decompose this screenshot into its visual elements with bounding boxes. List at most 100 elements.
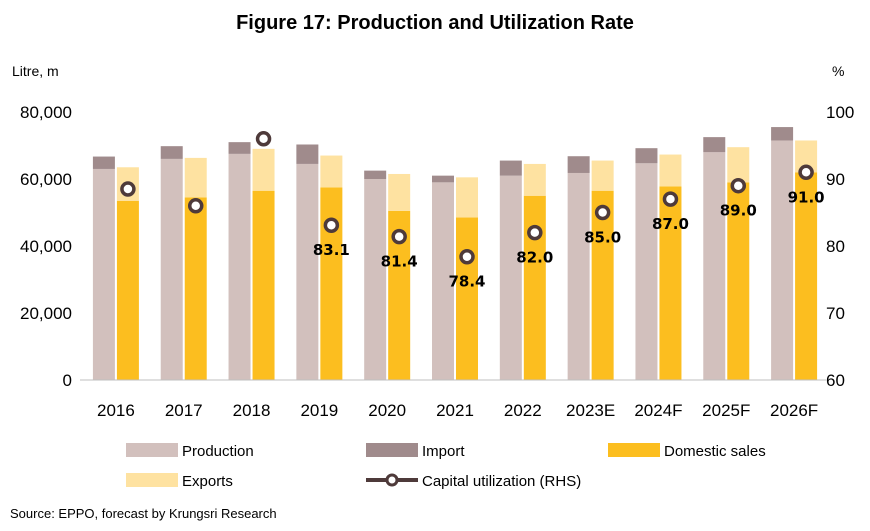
production-bar bbox=[160, 158, 183, 380]
exports-bar bbox=[184, 157, 207, 198]
domestic-sales-bar bbox=[320, 187, 343, 380]
exports-bar bbox=[591, 160, 614, 191]
domestic-sales-bar bbox=[591, 190, 614, 380]
left-tick-label: 0 bbox=[63, 371, 72, 390]
exports-bar bbox=[388, 173, 411, 211]
bars bbox=[92, 127, 818, 380]
legend-item: Production bbox=[126, 443, 254, 460]
left-tick-label: 60,000 bbox=[20, 170, 72, 189]
utilization-point bbox=[255, 131, 272, 147]
legend-label: Exports bbox=[182, 473, 233, 490]
domestic-sales-bar bbox=[659, 186, 682, 380]
production-bar bbox=[364, 179, 387, 380]
x-tick-label: 2018 bbox=[233, 401, 271, 420]
import-bar bbox=[92, 156, 115, 169]
x-tick-label: 2022 bbox=[504, 401, 542, 420]
utilization-value-label: 87.0 bbox=[652, 215, 689, 233]
legend-marker-swatch bbox=[385, 473, 399, 487]
legend-item: Domestic sales bbox=[608, 443, 766, 460]
utilization-value-label: 89.0 bbox=[720, 202, 757, 220]
domestic-sales-bar bbox=[523, 195, 546, 380]
left-tick-label: 20,000 bbox=[20, 304, 72, 323]
utilization-value-label: 85.0 bbox=[584, 229, 621, 247]
legend-swatch bbox=[126, 473, 178, 487]
domestic-sales-bar bbox=[727, 182, 750, 380]
exports-bar bbox=[252, 148, 275, 191]
exports-bar bbox=[523, 163, 546, 196]
utilization-line: 83.1 81.4 78.4 82.0 85.0 87.0 89.0 91.0 bbox=[120, 131, 825, 291]
legend-label: Import bbox=[422, 443, 465, 460]
right-tick-label: 80 bbox=[826, 237, 845, 256]
production-bar bbox=[567, 172, 590, 380]
utilization-value-label: 78.4 bbox=[448, 273, 485, 291]
production-bar bbox=[296, 163, 319, 380]
utilization-point bbox=[391, 228, 407, 245]
x-tick-label: 2023E bbox=[566, 401, 615, 420]
domestic-sales-bar bbox=[795, 172, 818, 380]
x-tick-label: 2024F bbox=[634, 401, 682, 420]
production-bar bbox=[499, 175, 522, 380]
import-bar bbox=[296, 144, 319, 164]
import-bar bbox=[703, 137, 726, 153]
import-bar bbox=[771, 127, 794, 141]
source-note: Source: EPPO, forecast by Krungsri Resea… bbox=[10, 506, 277, 521]
left-axis-ticks: 0 20,000 40,000 60,000 80,000 bbox=[20, 103, 72, 390]
import-bar bbox=[499, 160, 522, 176]
utilization-point bbox=[120, 181, 136, 197]
legend-label: Production bbox=[182, 443, 254, 460]
left-tick-label: 80,000 bbox=[20, 103, 72, 122]
production-bar bbox=[635, 163, 658, 380]
production-bar bbox=[432, 182, 454, 380]
legend-label: Capital utilization (RHS) bbox=[422, 473, 581, 490]
domestic-sales-bar bbox=[388, 210, 411, 380]
import-bar bbox=[228, 142, 251, 154]
utilization-point bbox=[527, 224, 543, 241]
legend: Production Import Domestic sales Exports Cap… bbox=[126, 443, 766, 490]
legend-item: Capital utilization (RHS) bbox=[366, 473, 581, 490]
utilization-value-label: 91.0 bbox=[788, 188, 825, 206]
utilization-point bbox=[459, 248, 475, 265]
domestic-sales-bar bbox=[184, 197, 207, 380]
import-bar bbox=[567, 156, 590, 173]
x-tick-label: 2019 bbox=[300, 401, 338, 420]
chart-title: Figure 17: Production and Utilization Ra… bbox=[236, 12, 634, 34]
x-tick-label: 2026F bbox=[770, 401, 818, 420]
domestic-sales-bar bbox=[456, 217, 478, 380]
legend-item: Exports bbox=[126, 473, 233, 490]
domestic-sales-bar bbox=[252, 190, 275, 380]
legend-item: Import bbox=[366, 443, 465, 460]
legend-swatch bbox=[608, 443, 660, 457]
legend-label: Domestic sales bbox=[664, 443, 766, 460]
utilization-point bbox=[730, 177, 747, 194]
utilization-value-label: 83.1 bbox=[313, 241, 350, 259]
left-tick-label: 40,000 bbox=[20, 237, 72, 256]
production-bar bbox=[771, 140, 794, 380]
exports-bar bbox=[659, 154, 682, 187]
right-tick-label: 70 bbox=[826, 304, 845, 323]
exports-bar bbox=[727, 147, 750, 183]
utilization-point bbox=[323, 217, 340, 233]
x-tick-label: 2025F bbox=[702, 401, 750, 420]
utilization-value-label: 81.4 bbox=[381, 253, 418, 271]
utilization-point bbox=[662, 191, 679, 207]
x-tick-label: 2020 bbox=[368, 401, 406, 420]
right-axis-ticks: 60 70 80 90 100 bbox=[826, 103, 854, 390]
left-axis-unit-label: Litre, m bbox=[12, 63, 59, 79]
import-bar bbox=[432, 175, 454, 183]
legend-swatch bbox=[126, 443, 178, 457]
utilization-value-label: 82.0 bbox=[516, 249, 553, 267]
x-tick-label: 2016 bbox=[97, 401, 135, 420]
production-bar bbox=[92, 168, 115, 380]
x-axis-tick-labels: 2016 2017 2018 2019 2020 2021 2022 2023E 2024F 20… bbox=[97, 401, 818, 420]
utilization-point bbox=[798, 164, 814, 181]
right-tick-label: 90 bbox=[826, 170, 845, 189]
exports-bar bbox=[320, 155, 343, 188]
utilization-point bbox=[187, 198, 204, 214]
utilization-point bbox=[594, 204, 611, 221]
production-bar bbox=[228, 153, 251, 380]
right-tick-label: 100 bbox=[826, 103, 854, 122]
legend-swatch bbox=[366, 443, 418, 457]
domestic-sales-bar bbox=[116, 200, 139, 380]
x-tick-label: 2017 bbox=[165, 401, 203, 420]
